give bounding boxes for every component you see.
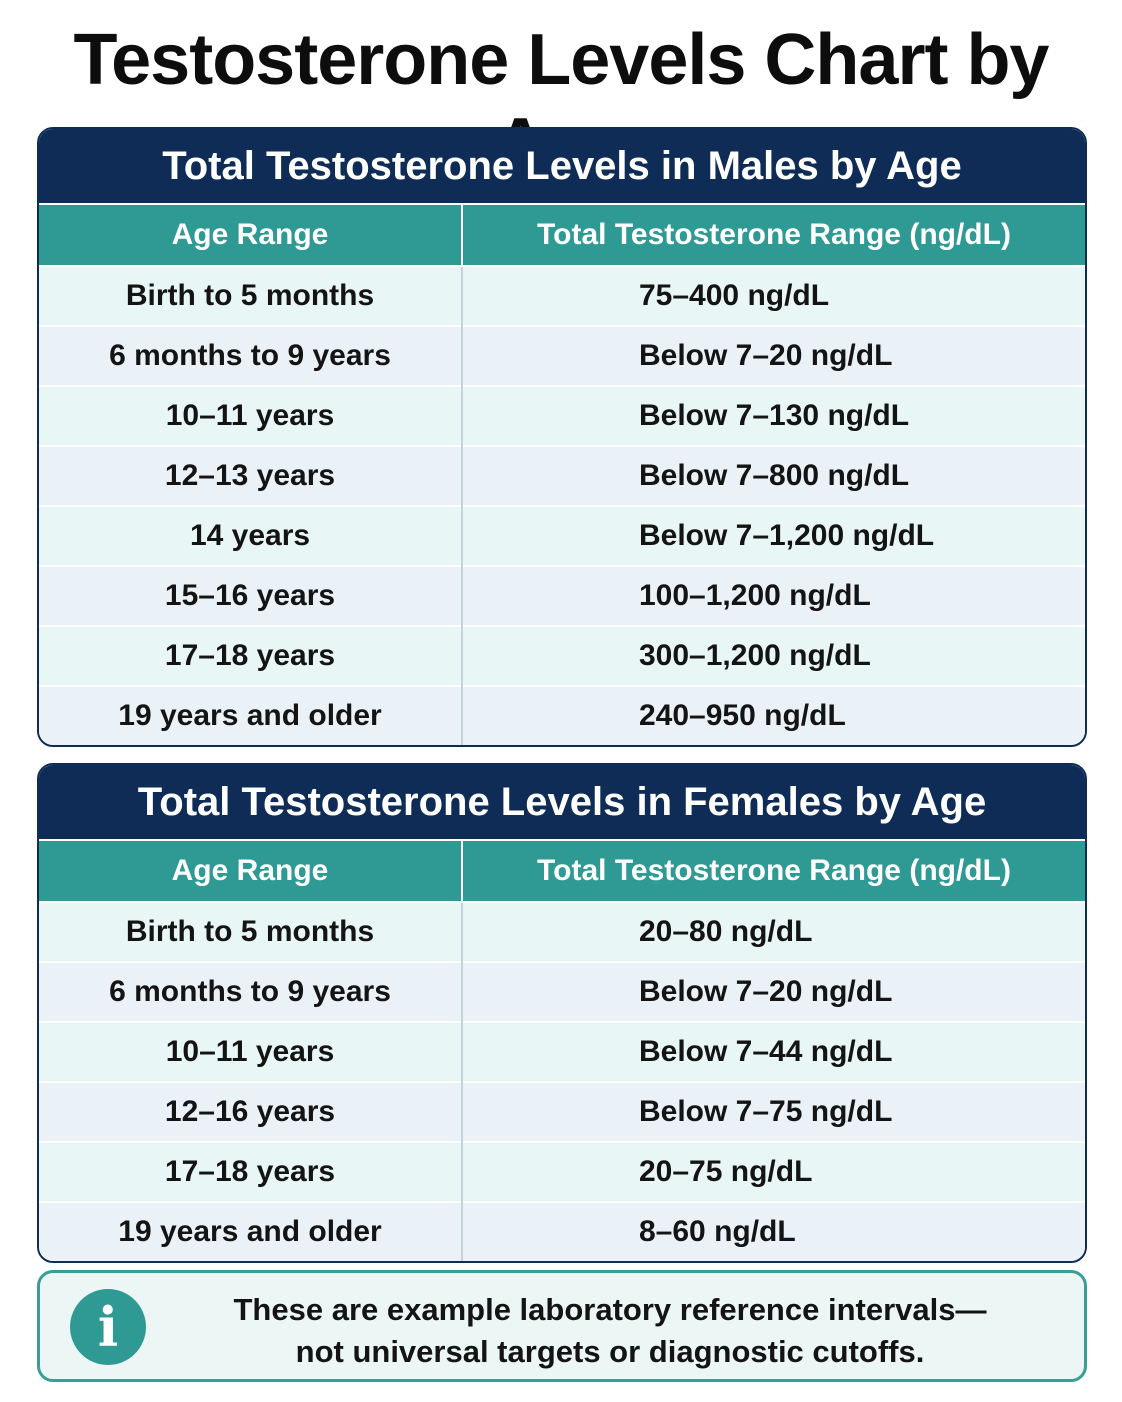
male-table-row: 10–11 years Below 7–130 ng/dL — [39, 385, 1085, 446]
female-table-title: Total Testosterone Levels in Females by … — [39, 765, 1085, 839]
female-table-row: Birth to 5 months 20–80 ng/dL — [39, 901, 1085, 962]
male-range-cell: 240–950 ng/dL — [462, 685, 1085, 745]
disclaimer-line-1: These are example laboratory reference i… — [233, 1292, 987, 1327]
male-table-row: 15–16 years 100–1,200 ng/dL — [39, 565, 1085, 626]
female-table-row: 10–11 years Below 7–44 ng/dL — [39, 1021, 1085, 1082]
male-table-row: 17–18 years 300–1,200 ng/dL — [39, 625, 1085, 686]
disclaimer-note: i These are example laboratory reference… — [37, 1270, 1087, 1382]
male-range-cell: Below 7–130 ng/dL — [462, 385, 1085, 446]
male-table-title: Total Testosterone Levels in Males by Ag… — [39, 129, 1085, 203]
male-age-cell: 12–13 years — [39, 445, 463, 506]
male-table-row: 14 years Below 7–1,200 ng/dL — [39, 505, 1085, 566]
female-range-cell: 20–80 ng/dL — [462, 901, 1085, 962]
female-range-cell: Below 7–20 ng/dL — [462, 961, 1085, 1022]
female-table-row: 17–18 years 20–75 ng/dL — [39, 1141, 1085, 1202]
male-age-cell: Birth to 5 months — [39, 265, 463, 326]
female-age-cell: 19 years and older — [39, 1201, 463, 1261]
female-table-row: 6 months to 9 years Below 7–20 ng/dL — [39, 961, 1085, 1022]
male-age-cell: 19 years and older — [39, 685, 463, 745]
male-range-cell: 100–1,200 ng/dL — [462, 565, 1085, 626]
female-table-body: Birth to 5 months 20–80 ng/dL 6 months to … — [39, 901, 1085, 1261]
male-age-cell: 14 years — [39, 505, 463, 566]
male-table-row: Birth to 5 months 75–400 ng/dL — [39, 265, 1085, 326]
male-table-row: 12–13 years Below 7–800 ng/dL — [39, 445, 1085, 506]
male-table-row: 19 years and older 240–950 ng/dL — [39, 685, 1085, 745]
disclaimer-text: These are example laboratory reference i… — [170, 1289, 1050, 1373]
male-levels-table-card: Total Testosterone Levels in Males by Ag… — [37, 127, 1087, 747]
male-age-cell: 15–16 years — [39, 565, 463, 626]
female-age-cell: 6 months to 9 years — [39, 961, 463, 1022]
male-levels-table: Age Range Total Testosterone Range (ng/d… — [39, 203, 1085, 745]
female-age-cell: Birth to 5 months — [39, 901, 463, 962]
male-header-range: Total Testosterone Range (ng/dL) — [461, 203, 1085, 266]
male-range-cell: Below 7–1,200 ng/dL — [462, 505, 1085, 566]
female-age-cell: 12–16 years — [39, 1081, 463, 1142]
male-table-header-row: Age Range Total Testosterone Range (ng/d… — [39, 203, 1085, 266]
female-levels-table: Age Range Total Testosterone Range (ng/d… — [39, 839, 1085, 1261]
disclaimer-line-2: not universal targets or diagnostic cuto… — [295, 1334, 925, 1369]
male-age-cell: 17–18 years — [39, 625, 463, 686]
male-range-cell: 300–1,200 ng/dL — [462, 625, 1085, 686]
male-header-age: Age Range — [39, 203, 462, 266]
male-table-body: Birth to 5 months 75–400 ng/dL 6 months to… — [39, 265, 1085, 745]
female-age-cell: 10–11 years — [39, 1021, 463, 1082]
female-table-row: 12–16 years Below 7–75 ng/dL — [39, 1081, 1085, 1142]
female-table-row: 19 years and older 8–60 ng/dL — [39, 1201, 1085, 1261]
info-icon: i — [70, 1289, 146, 1365]
male-age-cell: 10–11 years — [39, 385, 463, 446]
female-levels-table-card: Total Testosterone Levels in Females by … — [37, 763, 1087, 1263]
female-header-range: Total Testosterone Range (ng/dL) — [461, 839, 1085, 902]
female-table-header-row: Age Range Total Testosterone Range (ng/d… — [39, 839, 1085, 902]
female-range-cell: 8–60 ng/dL — [462, 1201, 1085, 1261]
male-age-cell: 6 months to 9 years — [39, 325, 463, 386]
male-range-cell: 75–400 ng/dL — [462, 265, 1085, 326]
female-header-age: Age Range — [39, 839, 462, 902]
male-range-cell: Below 7–800 ng/dL — [462, 445, 1085, 506]
male-table-row: 6 months to 9 years Below 7–20 ng/dL — [39, 325, 1085, 386]
female-range-cell: Below 7–44 ng/dL — [462, 1021, 1085, 1082]
female-range-cell: Below 7–75 ng/dL — [462, 1081, 1085, 1142]
female-age-cell: 17–18 years — [39, 1141, 463, 1202]
male-range-cell: Below 7–20 ng/dL — [462, 325, 1085, 386]
female-range-cell: 20–75 ng/dL — [462, 1141, 1085, 1202]
